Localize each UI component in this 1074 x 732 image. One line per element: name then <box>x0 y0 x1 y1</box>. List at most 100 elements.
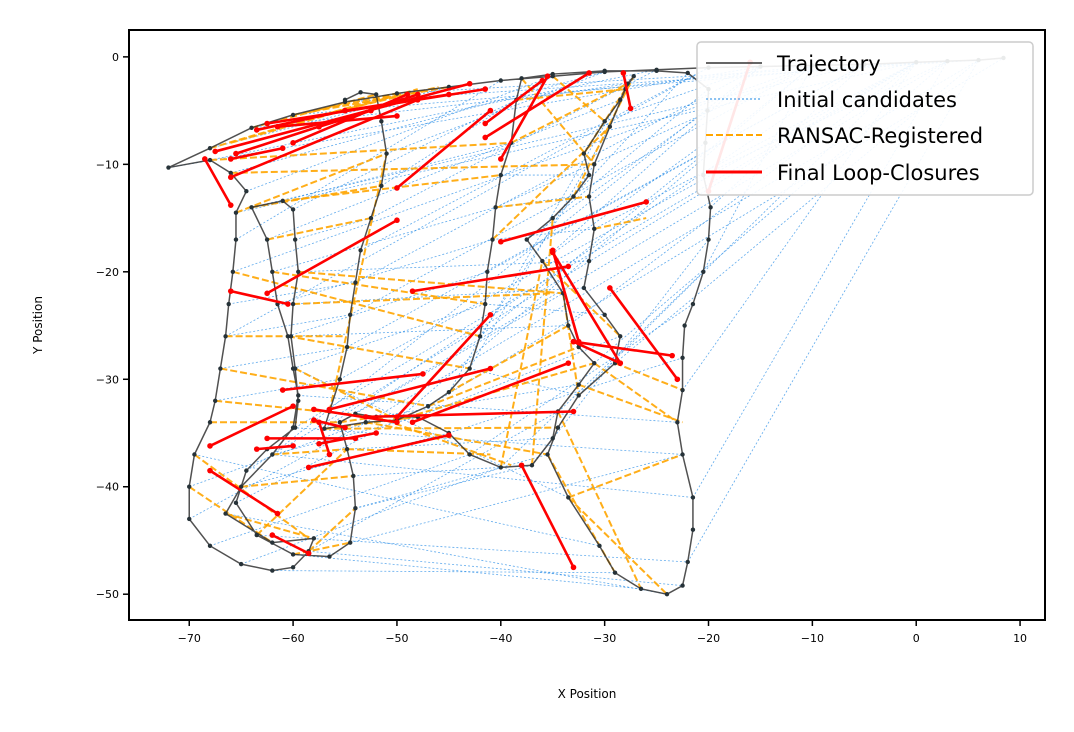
final-closure-endpoint <box>316 123 322 130</box>
final-closure-endpoint <box>394 414 400 420</box>
ransac-line <box>293 292 553 306</box>
candidate-line <box>511 99 621 144</box>
trajectory-point <box>353 506 358 511</box>
ransac-line <box>593 362 678 424</box>
final-closure-endpoint <box>643 199 649 205</box>
final-closure-line <box>499 75 549 160</box>
final-closure-line <box>230 98 419 179</box>
candidate-line <box>448 357 683 434</box>
final-closure-endpoint <box>565 263 572 270</box>
final-closure-line <box>573 340 673 357</box>
x-tick-label: −60 <box>281 632 304 645</box>
final-closure-endpoint <box>394 113 400 119</box>
candidate-line <box>308 550 683 587</box>
trajectory-point <box>550 71 555 77</box>
trajectory-point <box>296 398 301 403</box>
candidate-line <box>386 71 605 154</box>
candidate-line <box>360 67 709 251</box>
trajectory-point <box>602 119 607 124</box>
final-closure-endpoint <box>290 140 296 146</box>
candidate-line <box>370 69 657 219</box>
final-closure-endpoint <box>570 564 577 571</box>
candidate-line <box>396 65 813 421</box>
trajectory-point <box>353 280 358 285</box>
final-closure-endpoint <box>227 288 234 294</box>
candidate-line <box>272 454 693 498</box>
final-closure-endpoint <box>394 419 400 426</box>
trajectory-point <box>592 226 597 232</box>
final-closure-endpoint <box>316 440 322 447</box>
y-axis: 0 −10 −20 −30 −40 −50 <box>96 51 129 601</box>
y-tick-label: −10 <box>96 158 119 171</box>
x-tick-label: 0 <box>913 632 920 645</box>
candidate-line <box>355 454 548 509</box>
trajectory-point <box>550 436 555 441</box>
trajectory-point <box>680 583 685 588</box>
y-tick-label: 0 <box>112 51 119 64</box>
trajectory-point <box>290 552 296 557</box>
trajectory-point <box>664 592 670 597</box>
final-closure-endpoint <box>482 134 489 141</box>
final-closure-endpoint <box>674 376 681 383</box>
final-closure-endpoint <box>264 290 270 297</box>
final-closure-endpoint <box>466 80 473 87</box>
trajectory-point <box>545 452 550 457</box>
candidate-line <box>552 88 709 219</box>
final-closure-line <box>484 79 544 125</box>
trajectory-point <box>618 334 623 339</box>
final-closure-endpoint <box>233 150 239 157</box>
trajectory-point <box>680 452 685 457</box>
trajectory-point <box>425 403 431 409</box>
legend-label-ransac: RANSAC-Registered <box>777 124 983 148</box>
final-closure-line <box>572 340 621 365</box>
trajectory-point <box>363 420 368 425</box>
trajectory-point <box>264 237 270 242</box>
final-closures-layer <box>202 59 753 571</box>
ransac-line <box>235 152 387 214</box>
ransac-line <box>241 474 354 488</box>
final-closure-endpoint <box>570 408 577 415</box>
ransac-line <box>272 448 348 456</box>
trajectory-point <box>238 484 244 489</box>
trajectory-point <box>550 215 555 221</box>
final-closure-line <box>292 93 408 145</box>
x-tick-label: −50 <box>385 632 408 645</box>
final-closure-line <box>256 444 294 451</box>
candidate-line <box>687 59 979 563</box>
trajectory-point <box>270 540 275 545</box>
trajectory-point <box>675 420 680 425</box>
trajectory-point <box>327 554 332 559</box>
ransac-line <box>256 448 348 536</box>
trajectory-point <box>708 205 713 210</box>
legend-box <box>696 41 1034 196</box>
legend-label-candidates: Initial candidates <box>777 88 957 112</box>
final-closure-endpoint <box>627 105 634 112</box>
trajectory-point <box>690 527 696 532</box>
final-closure-endpoint <box>362 414 369 420</box>
trajectory-point <box>249 205 254 210</box>
final-closure-line <box>256 109 346 132</box>
final-closure-endpoint <box>227 174 234 181</box>
candidate-line <box>526 110 708 240</box>
final-closure-endpoint <box>212 148 218 155</box>
final-closure-endpoint <box>446 432 452 438</box>
trajectory-point <box>249 125 254 130</box>
trajectory-point <box>498 78 504 83</box>
trajectory-point <box>373 92 379 97</box>
trajectory-point <box>682 323 687 328</box>
final-closure-endpoint <box>311 406 317 413</box>
candidate-line <box>492 228 595 240</box>
x-axis-label: X Position <box>558 687 617 701</box>
ransac-line <box>530 217 554 466</box>
trajectory-point <box>187 516 192 522</box>
trajectory-point <box>379 183 384 189</box>
ransac-line <box>594 217 647 230</box>
trajectory-point <box>602 68 607 74</box>
final-closure-line <box>318 431 377 446</box>
candidate-line <box>246 75 553 192</box>
final-closure-endpoint <box>570 338 577 345</box>
trajectory-point <box>498 465 504 470</box>
trajectory-point <box>566 323 571 328</box>
final-closure-endpoint <box>285 301 291 307</box>
